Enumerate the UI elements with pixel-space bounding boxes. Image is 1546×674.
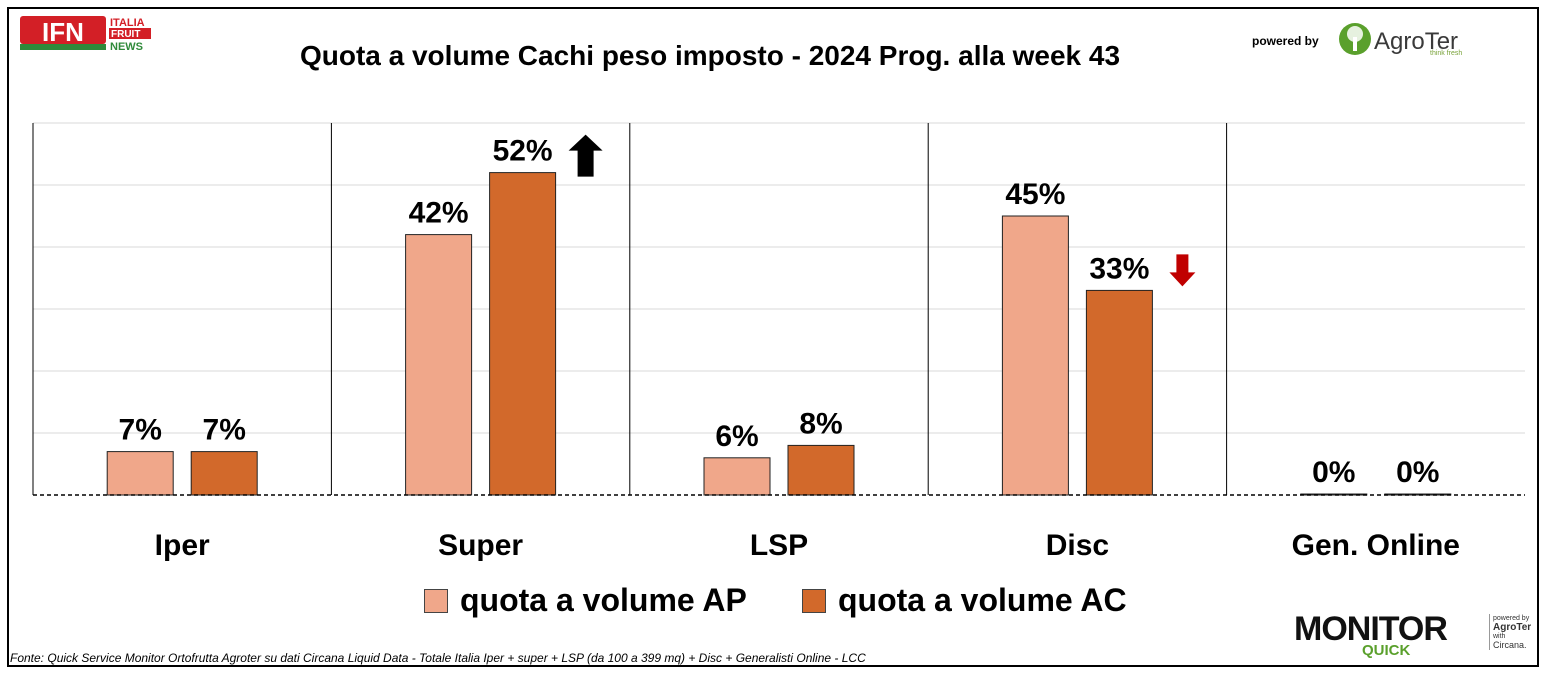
ifn-logo-letters: IFN — [42, 17, 84, 47]
powered-by-label: powered by — [1252, 34, 1319, 48]
ifn-logo-mark: IFN ITALIA FRUIT NEWS — [20, 16, 151, 53]
data-label: 33% — [1089, 252, 1149, 285]
data-label: 52% — [493, 135, 553, 168]
ifn-logo: IFN ITALIA FRUIT NEWS — [20, 14, 170, 59]
agroter-tagline: think fresh — [1430, 50, 1463, 57]
bar — [1085, 289, 1153, 496]
monitor-word: MONITOR — [1294, 610, 1448, 648]
legend-swatch-ac — [802, 588, 826, 613]
arrow-up-icon — [568, 134, 603, 177]
arrow-down-icon — [1169, 254, 1196, 287]
agroter-brand: AgroTer — [1374, 28, 1459, 55]
bar — [489, 172, 557, 496]
data-label: 7% — [203, 414, 246, 447]
data-label: 45% — [1005, 178, 1065, 211]
legend-swatch-ap — [424, 588, 448, 613]
bar — [787, 444, 855, 496]
legend-item-ac: quota a volume AC — [802, 582, 1127, 619]
data-label: 6% — [715, 420, 758, 453]
monitor-side-line-4: Circana. — [1493, 640, 1527, 650]
legend-item-ap: quota a volume AP — [424, 582, 747, 619]
ifn-logo-line-2: FRUIT — [111, 29, 140, 40]
chart-legend: quota a volume AP quota a volume AC — [0, 582, 1546, 622]
data-label: 42% — [409, 197, 469, 230]
monitor-side-credits: powered by AgroTer with Circana. — [1489, 614, 1543, 650]
bar — [106, 451, 174, 496]
monitor-side-line-3: with — [1493, 633, 1506, 640]
monitor-side-line-1: powered by — [1493, 615, 1530, 622]
bar — [703, 457, 771, 496]
legend-label-ap: quota a volume AP — [460, 582, 747, 618]
data-label: 0% — [1312, 456, 1355, 489]
agroter-tree-icon — [1338, 22, 1372, 61]
data-label: 7% — [119, 414, 162, 447]
chart-title: Quota a volume Cachi peso imposto - 2024… — [299, 40, 1121, 71]
category-label: Gen. Online — [1292, 529, 1460, 562]
legend-label-ac: quota a volume AC — [838, 582, 1127, 618]
category-label: Disc — [1046, 529, 1109, 562]
data-label: 0% — [1396, 456, 1439, 489]
bar — [1001, 215, 1069, 496]
bar — [405, 234, 473, 496]
data-label: 8% — [799, 407, 842, 440]
monitor-quick-word: QUICK — [1362, 642, 1411, 659]
bar — [190, 451, 258, 496]
ifn-logo-line-1: ITALIA — [110, 17, 145, 29]
category-label: Super — [438, 529, 523, 562]
monitor-quick-logo: MONITOR QUICK — [1294, 610, 1448, 659]
source-note: Fonte: Quick Service Monitor Ortofrutta … — [10, 651, 866, 665]
category-label: LSP — [750, 529, 808, 562]
chart-frame — [7, 7, 1539, 667]
category-label: Iper — [155, 529, 210, 562]
ifn-logo-line-3: NEWS — [110, 41, 143, 53]
monitor-side-line-2: AgroTer — [1493, 622, 1532, 633]
